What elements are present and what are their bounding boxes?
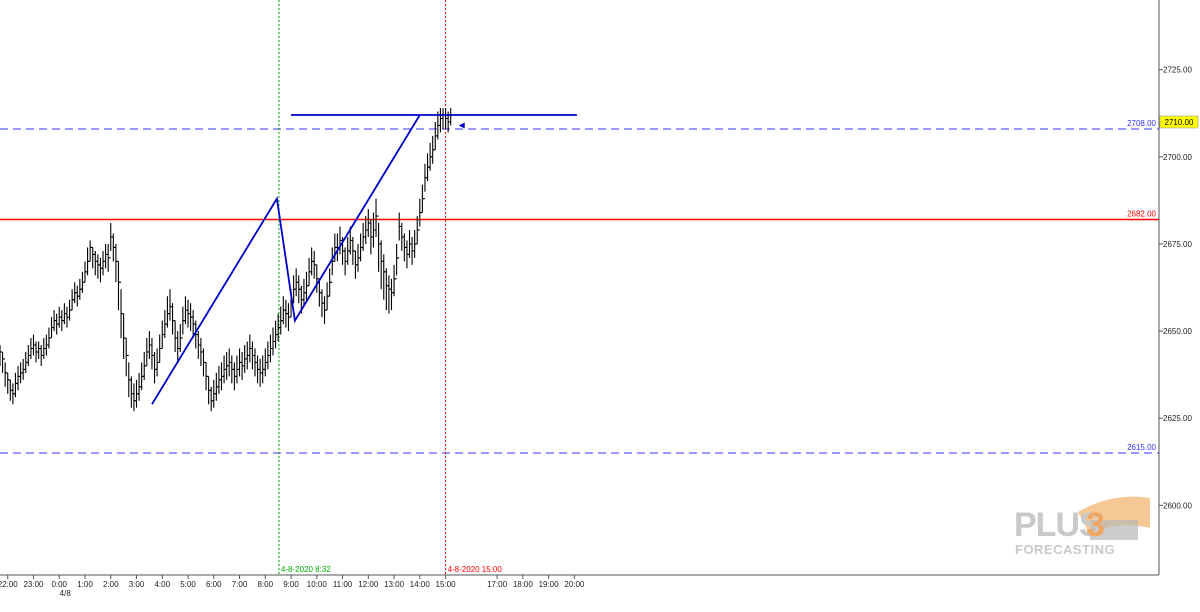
logo-arrow-icon bbox=[1090, 520, 1138, 540]
horizontal-lines bbox=[0, 128, 1159, 454]
trendlines bbox=[151, 114, 577, 405]
x-tick-label: 5:00 bbox=[180, 580, 196, 589]
horizontal-line-label: 2682.00 bbox=[1127, 210, 1156, 219]
logo-word-forecasting: FORECASTING bbox=[1015, 542, 1115, 557]
y-tick-label: 2700.00 bbox=[1163, 153, 1192, 162]
x-tick-label: 3:00 bbox=[129, 580, 145, 589]
x-tick-label: 11:00 bbox=[333, 580, 353, 589]
x-tick-label: 2:00 bbox=[103, 580, 119, 589]
x-tick-sublabel: 4/8 bbox=[60, 589, 72, 598]
price-labels: 2708.00 2682.00 2615.00 4-8-2020 8:32 4-8-20… bbox=[281, 115, 1199, 574]
vertical-line-label: 4-8-2020 15:00 bbox=[448, 565, 503, 574]
horizontal-line-label: 2615.00 bbox=[1127, 443, 1156, 452]
x-tick-label: 13:00 bbox=[384, 580, 405, 589]
plus3-forecasting-logo: PLUS 3 FORECASTING bbox=[1014, 496, 1150, 557]
x-tick-label: 18:00 bbox=[513, 580, 534, 589]
y-ticks: 2600.00 2625.00 2650.00 2675.00 2700.00 2725.… bbox=[1159, 66, 1192, 510]
x-tick-label: 6:00 bbox=[206, 580, 222, 589]
x-tick-label: 14:00 bbox=[410, 580, 431, 589]
logo-digit-3: 3 bbox=[1086, 506, 1105, 544]
x-tick-label: 7:00 bbox=[232, 580, 248, 589]
logo-word-plus: PLUS bbox=[1014, 506, 1101, 544]
x-tick-label: 12:00 bbox=[358, 580, 379, 589]
last-price-label: 2710.00 bbox=[1165, 118, 1194, 127]
y-tick-label: 2600.00 bbox=[1163, 501, 1192, 510]
vertical-line-label: 4-8-2020 8:32 bbox=[281, 565, 331, 574]
y-tick-label: 2650.00 bbox=[1163, 327, 1192, 336]
x-tick-label: 4:00 bbox=[154, 580, 170, 589]
x-tick-label: 8:00 bbox=[257, 580, 273, 589]
last-price-arrow-icon bbox=[458, 122, 465, 129]
ohlc-bars bbox=[0, 108, 453, 412]
x-tick-label: 15:00 bbox=[436, 580, 457, 589]
axes bbox=[0, 0, 1160, 576]
plot-background bbox=[0, 0, 1159, 575]
x-tick-label: 23:00 bbox=[23, 580, 44, 589]
x-tick-label: 9:00 bbox=[283, 580, 299, 589]
x-tick-label: 19:00 bbox=[539, 580, 560, 589]
trendline bbox=[151, 114, 421, 405]
x-tick-label: 20:00 bbox=[564, 580, 585, 589]
x-tick-label: 0:00 bbox=[51, 580, 67, 589]
x-tick-label: 10:00 bbox=[307, 580, 328, 589]
horizontal-line-label: 2708.00 bbox=[1127, 119, 1156, 128]
x-tick-label: 17:00 bbox=[487, 580, 508, 589]
last-price-box bbox=[1159, 115, 1199, 129]
x-ticks: 22:00 23:00 0:004/8 1:00 2:00 3:00 4:00 5:00 6:0… bbox=[0, 575, 585, 598]
y-tick-label: 2725.00 bbox=[1163, 66, 1192, 75]
y-tick-label: 2625.00 bbox=[1163, 414, 1192, 423]
x-tick-label: 22:00 bbox=[0, 580, 18, 589]
x-tick-label: 1:00 bbox=[77, 580, 93, 589]
y-tick-label: 2675.00 bbox=[1163, 240, 1192, 249]
